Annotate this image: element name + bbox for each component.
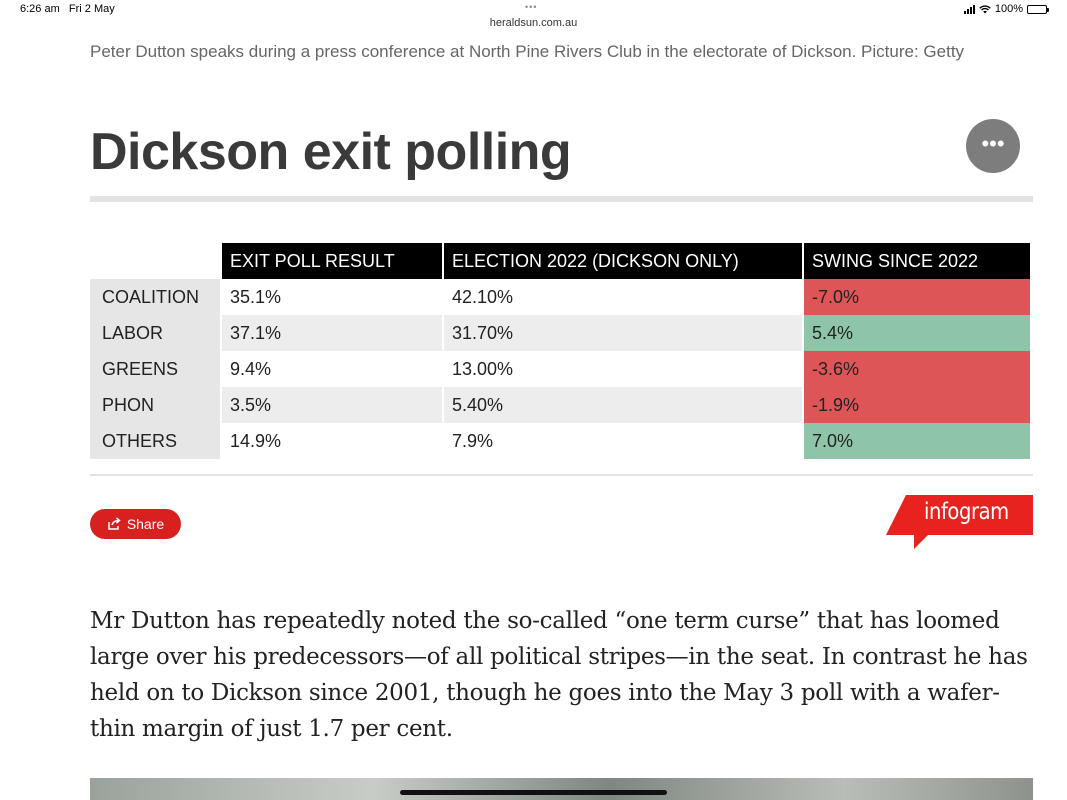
party-name: LABOR: [90, 315, 220, 351]
share-button[interactable]: Share: [90, 509, 181, 539]
table-row: PHON 3.5% 5.40% -1.9%: [90, 387, 1030, 423]
header-blank: [90, 243, 220, 279]
election-2022-value: 7.9%: [442, 423, 802, 459]
table-header-row: EXIT POLL RESULT ELECTION 2022 (DICKSON …: [90, 243, 1030, 279]
signal-icon: [963, 4, 975, 14]
party-name: COALITION: [90, 279, 220, 315]
election-2022-value: 13.00%: [442, 351, 802, 387]
tab-dots-icon[interactable]: •••: [525, 2, 538, 12]
exit-poll-value: 35.1%: [220, 279, 442, 315]
election-2022-value: 42.10%: [442, 279, 802, 315]
embed-title: Dickson exit polling: [90, 123, 572, 181]
swing-value: -3.6%: [802, 351, 1030, 387]
infogram-label: infogram: [924, 499, 1009, 525]
more-options-button[interactable]: •••: [966, 119, 1020, 173]
battery-percent: 100%: [994, 3, 1023, 15]
swing-value: 7.0%: [802, 423, 1030, 459]
table-divider: [90, 474, 1033, 476]
battery-icon: [1027, 4, 1049, 14]
date-label: Fri 2 May: [68, 3, 115, 15]
header-election-2022: ELECTION 2022 (DICKSON ONLY): [442, 243, 802, 279]
party-name: GREENS: [90, 351, 220, 387]
table-row: OTHERS 14.9% 7.9% 7.0%: [90, 423, 1030, 459]
infogram-badge-shape: [886, 495, 1033, 549]
header-exit-poll: EXIT POLL RESULT: [220, 243, 442, 279]
exit-poll-table: EXIT POLL RESULT ELECTION 2022 (DICKSON …: [90, 243, 1030, 459]
home-indicator[interactable]: [400, 790, 667, 795]
election-2022-value: 5.40%: [442, 387, 802, 423]
infogram-logo[interactable]: [886, 495, 1033, 550]
table-row: COALITION 35.1% 42.10% -7.0%: [90, 279, 1030, 315]
photo-caption: Peter Dutton speaks during a press confe…: [90, 42, 965, 61]
table-row: GREENS 9.4% 13.00% -3.6%: [90, 351, 1030, 387]
share-label: Share: [126, 516, 165, 532]
party-name: PHON: [90, 387, 220, 423]
exit-poll-value: 9.4%: [220, 351, 442, 387]
party-name: OTHERS: [90, 423, 220, 459]
table-row: LABOR 37.1% 31.70% 5.4%: [90, 315, 1030, 351]
election-2022-value: 31.70%: [442, 315, 802, 351]
status-bar: 6:26 am Fri 2 May ••• heraldsun.com.au 1…: [0, 0, 1067, 34]
wifi-icon: [979, 4, 991, 13]
exit-poll-value: 37.1%: [220, 315, 442, 351]
share-icon: [108, 517, 121, 530]
title-divider: [90, 196, 1033, 202]
address-bar-url[interactable]: heraldsun.com.au: [489, 17, 578, 29]
header-swing: SWING SINCE 2022: [802, 243, 1030, 279]
article-image: [90, 778, 1033, 800]
article-paragraph: Mr Dutton has repeatedly noted the so-ca…: [90, 608, 1028, 742]
exit-poll-value: 3.5%: [220, 387, 442, 423]
exit-poll-value: 14.9%: [220, 423, 442, 459]
status-indicators: 100%: [963, 3, 1049, 15]
swing-value: 5.4%: [802, 315, 1030, 351]
time-label: 6:26 am: [20, 3, 60, 15]
swing-value: -7.0%: [802, 279, 1030, 315]
swing-value: -1.9%: [802, 387, 1030, 423]
status-time: 6:26 am Fri 2 May: [20, 3, 115, 15]
